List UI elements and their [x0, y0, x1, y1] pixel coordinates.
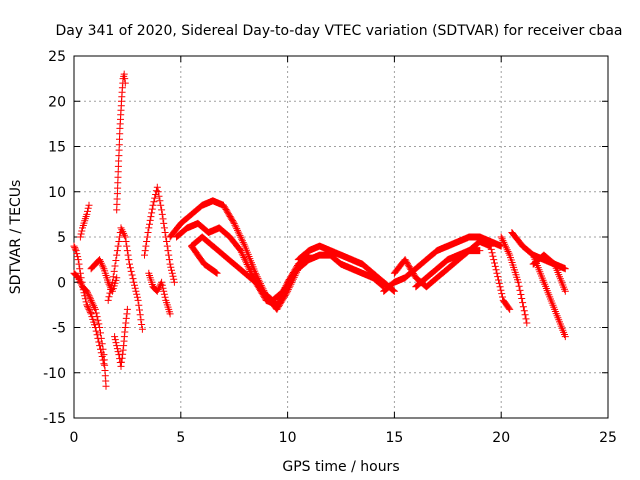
y-tick-label: 15 [48, 140, 66, 156]
point-markers [70, 269, 110, 390]
data-points [70, 70, 569, 390]
series-s20 [497, 233, 531, 327]
axis-ticks: 0 5 10 15 20 25 -15 -10 -5 0 5 10 15 20 25 [43, 49, 617, 446]
point-markers [487, 242, 514, 313]
point-markers [294, 251, 388, 291]
y-tick-label: 10 [48, 185, 66, 201]
y-tick-label: 25 [48, 49, 66, 65]
point-markers [104, 224, 146, 333]
series-s15 [294, 251, 388, 291]
y-tick-label: 20 [48, 94, 66, 110]
x-tick-label: 0 [70, 430, 79, 446]
x-tick-label: 20 [492, 430, 510, 446]
point-markers [497, 233, 531, 327]
x-tick-label: 10 [279, 430, 297, 446]
series-s2 [70, 269, 110, 390]
series-s5 [113, 70, 129, 214]
point-markers [188, 242, 221, 277]
series-s13 [188, 242, 221, 277]
point-markers [145, 269, 174, 318]
series-s6 [111, 305, 131, 370]
y-tick-label: -15 [43, 411, 66, 427]
series-s3 [76, 201, 93, 241]
y-tick-label: -10 [43, 366, 66, 382]
series-s18 [412, 247, 484, 291]
x-tick-label: 15 [385, 430, 403, 446]
chart-title: Day 341 of 2020, Sidereal Day-to-day VTE… [56, 23, 623, 39]
y-tick-label: -5 [52, 321, 66, 337]
point-markers [412, 247, 484, 291]
series-s8 [141, 183, 178, 286]
series-s23 [529, 251, 569, 295]
series-s14 [294, 242, 398, 295]
x-axis-label: GPS time / hours [282, 459, 399, 475]
point-markers [294, 242, 398, 295]
point-markers [111, 305, 131, 370]
grid [74, 56, 608, 418]
point-markers [113, 70, 129, 214]
y-axis-label: SDTVAR / TECUs [8, 180, 24, 295]
series-s7 [104, 224, 146, 333]
y-tick-label: 0 [57, 275, 66, 291]
x-tick-label: 25 [599, 430, 617, 446]
point-markers [529, 251, 569, 295]
point-markers [76, 201, 93, 241]
x-tick-label: 5 [176, 430, 185, 446]
point-markers [141, 183, 178, 286]
y-tick-label: 5 [57, 230, 66, 246]
series-s9 [145, 269, 174, 318]
series-s19 [487, 242, 514, 313]
